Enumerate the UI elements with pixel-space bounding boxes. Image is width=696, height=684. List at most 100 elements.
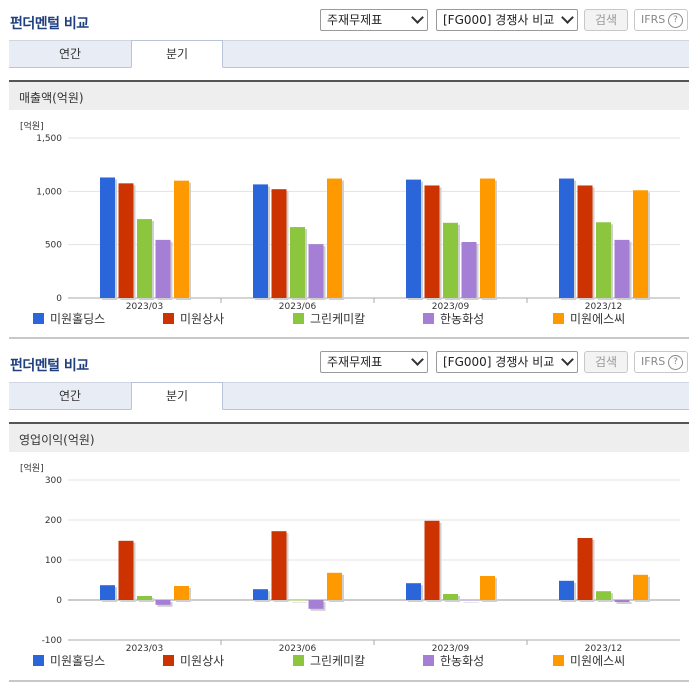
legend-label: 미원홀딩스: [50, 312, 105, 326]
legend-swatch: [163, 655, 174, 666]
legend-swatch: [33, 655, 44, 666]
bar: [155, 239, 171, 298]
chevron-down-icon: [411, 353, 424, 366]
x-tick-label: 2023/03: [126, 302, 163, 312]
y-tick-label: 0: [56, 596, 62, 606]
bar: [308, 244, 324, 298]
bar: [577, 538, 593, 600]
x-tick-label: 2023/06: [279, 302, 317, 312]
x-tick-label: 2023/06: [279, 644, 317, 654]
tab-annual[interactable]: 연간: [58, 389, 82, 403]
legend-swatch: [423, 655, 434, 666]
tab-annual[interactable]: 연간: [58, 47, 82, 61]
x-tick-label: 2023/09: [432, 302, 470, 312]
compare-select[interactable]: [FG000] 경쟁사 비교: [436, 351, 578, 373]
bar: [100, 585, 115, 600]
bar: [118, 183, 134, 298]
chart-header: 매출액(억원): [9, 80, 689, 110]
bar: [480, 576, 495, 600]
bar: [406, 583, 421, 600]
bar: [174, 586, 189, 600]
search-button[interactable]: 검색: [584, 9, 628, 31]
legend-swatch: [553, 313, 564, 324]
bar: [633, 574, 648, 600]
search-button[interactable]: 검색: [584, 351, 628, 373]
ifrs-button[interactable]: IFRS ?: [634, 9, 688, 31]
unit-label: [억원]: [20, 462, 44, 474]
legend-label: 미원에스씨: [570, 654, 625, 668]
period-tabs: 연간 분기: [9, 40, 689, 68]
y-tick-label: 100: [45, 556, 62, 566]
bar: [137, 219, 152, 298]
compare-select[interactable]: [FG000] 경쟁사 비교: [436, 9, 578, 31]
compare-select-value: [FG000] 경쟁사 비교: [443, 13, 555, 27]
panel-header: 펀더멘털 비교 주재무제표 [FG000] 경쟁사 비교 검색 IFRS ?: [0, 342, 696, 380]
x-tick-label: 2023/03: [126, 644, 163, 654]
bar: [614, 239, 630, 298]
bar: [559, 178, 574, 298]
bar: [253, 184, 268, 298]
statement-select-value: 주재무제표: [327, 13, 383, 27]
legend-label: 그린케미칼: [310, 654, 365, 668]
help-icon[interactable]: ?: [668, 13, 683, 28]
bar: [480, 178, 495, 298]
statement-select-value: 주재무제표: [327, 355, 383, 369]
y-tick-label: -100: [42, 636, 63, 646]
y-tick-label: 0: [56, 294, 62, 304]
legend-label: 미원홀딩스: [50, 654, 105, 668]
legend-label: 한농화성: [440, 312, 484, 326]
chart-title: 영업이익(억원): [19, 433, 95, 447]
bar: [137, 596, 152, 600]
x-tick-label: 2023/09: [432, 644, 470, 654]
bar: [271, 531, 287, 600]
bar: [253, 589, 268, 600]
bar: [290, 227, 305, 298]
bar: [100, 177, 115, 298]
panel-divider: [9, 337, 689, 339]
chevron-down-icon: [561, 11, 574, 24]
bar: [633, 190, 648, 298]
help-icon[interactable]: ?: [668, 355, 683, 370]
legend-label: 미원상사: [180, 312, 224, 326]
chevron-down-icon: [561, 353, 574, 366]
legend-swatch: [33, 313, 44, 324]
x-tick-label: 2023/12: [585, 644, 622, 654]
panel-title: 펀더멘털 비교: [10, 358, 89, 374]
legend-swatch: [293, 655, 304, 666]
bar: [424, 520, 440, 600]
legend-swatch: [553, 655, 564, 666]
bar: [596, 591, 611, 600]
x-tick-label: 2023/12: [585, 302, 622, 312]
ifrs-button[interactable]: IFRS ?: [634, 351, 688, 373]
bar: [596, 222, 611, 298]
unit-label: [억원]: [20, 120, 44, 132]
bar: [461, 600, 477, 601]
y-tick-label: 200: [45, 516, 62, 526]
panel-title: 펀더멘털 비교: [10, 16, 89, 32]
y-tick-label: 500: [45, 241, 62, 251]
bar-shadow: [616, 602, 632, 604]
bar: [327, 178, 342, 298]
statement-select[interactable]: 주재무제표: [320, 351, 428, 373]
legend-label: 미원상사: [180, 654, 224, 668]
panel-divider: [9, 680, 689, 682]
statement-select[interactable]: 주재무제표: [320, 9, 428, 31]
bar: [155, 600, 171, 605]
tab-quarterly[interactable]: 분기: [131, 40, 223, 68]
bar: [174, 180, 189, 298]
bar: [577, 185, 593, 298]
chevron-down-icon: [411, 11, 424, 24]
bar: [271, 189, 287, 298]
legend-swatch: [423, 313, 434, 324]
bar: [327, 572, 342, 600]
bar-shadow: [463, 602, 479, 603]
compare-select-value: [FG000] 경쟁사 비교: [443, 355, 555, 369]
bar: [559, 580, 574, 600]
bar: [406, 179, 421, 298]
bar: [308, 600, 324, 609]
bar: [118, 540, 134, 600]
panel-header: 펀더멘털 비교 주재무제표 [FG000] 경쟁사 비교 검색 IFRS ?: [0, 0, 696, 38]
tab-quarterly[interactable]: 분기: [131, 382, 223, 410]
bar: [614, 600, 630, 602]
bar: [424, 185, 440, 298]
